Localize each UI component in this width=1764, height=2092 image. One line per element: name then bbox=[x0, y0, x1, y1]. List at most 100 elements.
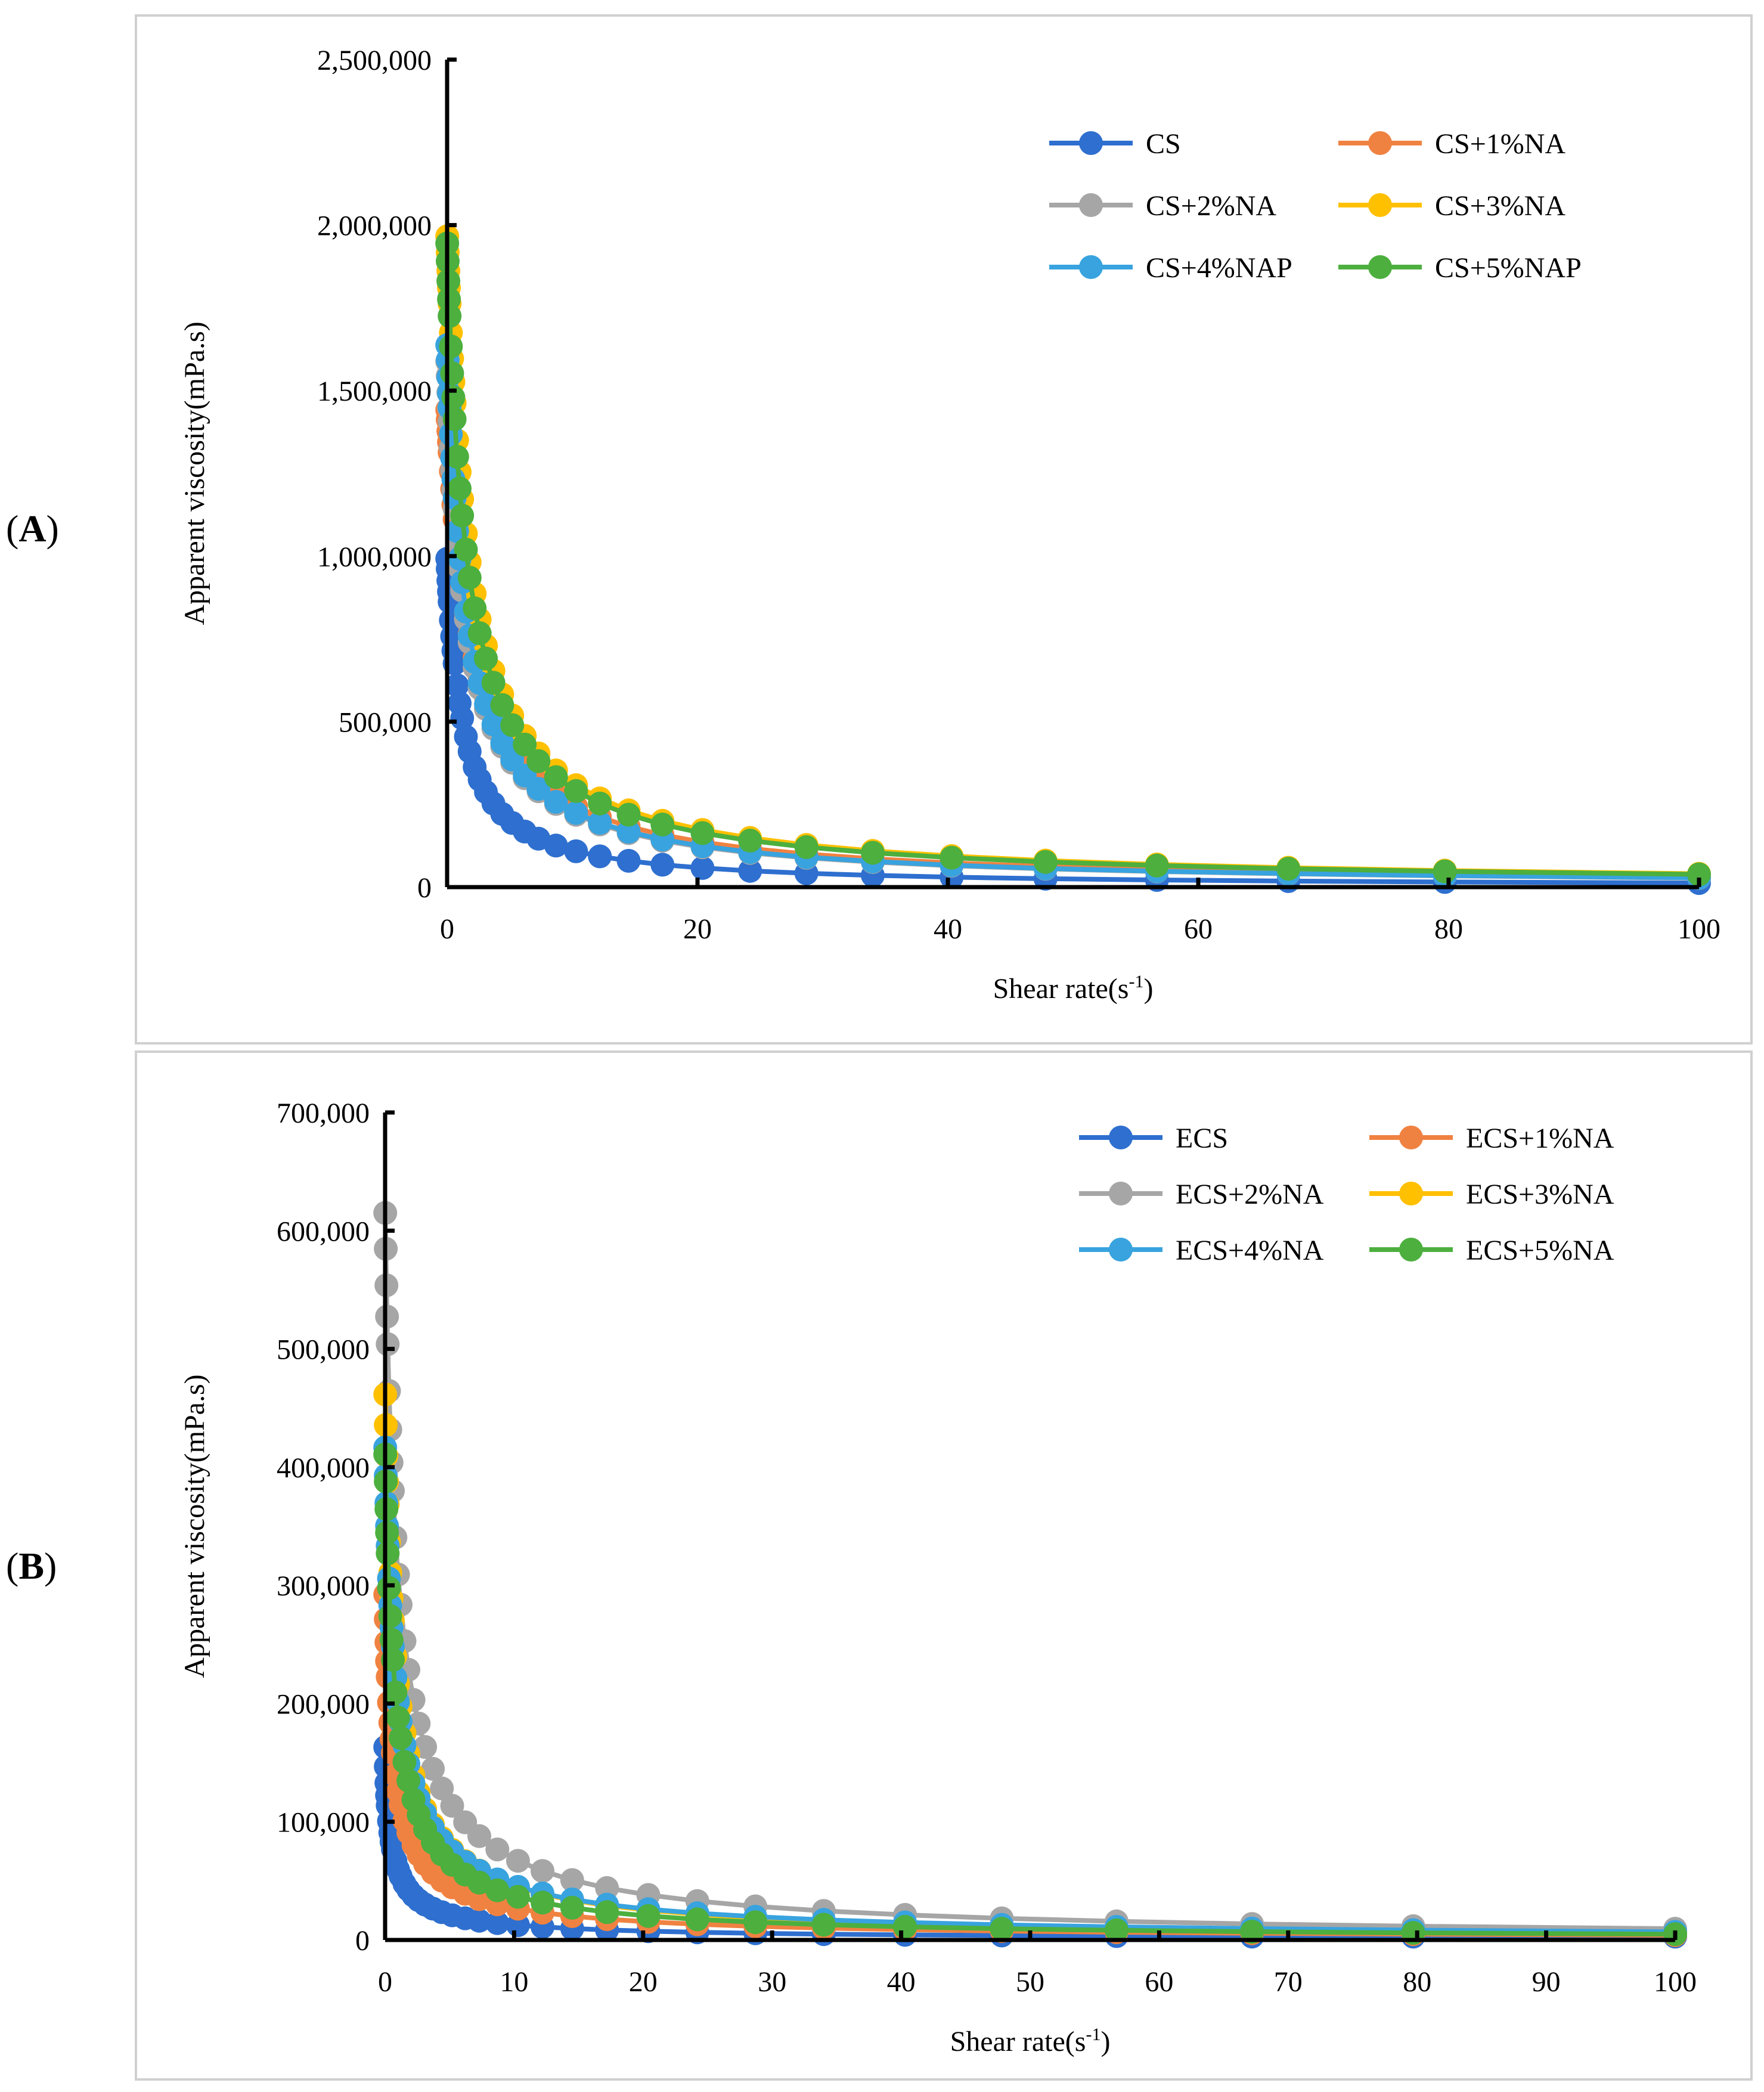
point-ECS+5%NA-32 bbox=[990, 1917, 1014, 1941]
point-CS+4%NAP-21 bbox=[526, 777, 551, 801]
legend-label: CS+1%NA bbox=[1435, 128, 1565, 160]
point-CS+5%NAP-30 bbox=[861, 841, 885, 865]
point-CS+4%NAP-25 bbox=[616, 820, 641, 844]
point-ECS+5%NA-33 bbox=[1105, 1918, 1129, 1942]
point-CS+5%NAP-27 bbox=[690, 821, 715, 845]
panel-label-b: (B) bbox=[6, 1545, 57, 1587]
y-tick-label: 2,000,000 bbox=[317, 210, 432, 242]
x-tick-label: 20 bbox=[683, 913, 712, 945]
point-CS-11 bbox=[450, 706, 475, 730]
point-ECS+5%NA-23 bbox=[506, 1885, 530, 1909]
legend-label: ECS bbox=[1176, 1123, 1228, 1154]
x-tick-label: 0 bbox=[440, 913, 454, 945]
point-ECS+5%NA-25 bbox=[560, 1895, 584, 1920]
legend-item-ECS+1%NA: ECS+1%NA bbox=[1369, 1123, 1614, 1154]
point-CS-27 bbox=[690, 856, 715, 880]
point-CS+5%NAP-4 bbox=[438, 304, 462, 328]
chart-b: 0 100,000 200,000 300,000 400,000 500,000 600,… bbox=[179, 1098, 1697, 2057]
y-tick-label: 0 bbox=[355, 1925, 370, 1957]
point-CS-23 bbox=[564, 839, 588, 863]
y-tick-label: 300,000 bbox=[277, 1570, 370, 1602]
point-ECS+2%NA-24 bbox=[531, 1859, 554, 1883]
point-ECS+5%NA-27 bbox=[636, 1904, 661, 1928]
y-tick-label: 600,000 bbox=[277, 1216, 370, 1247]
legend-item-CS: CS bbox=[1049, 128, 1181, 160]
point-CS+5%NAP-33 bbox=[1145, 853, 1169, 878]
point-CS+5%NAP-24 bbox=[588, 791, 612, 816]
point-ECS+2%NA-19 bbox=[440, 1793, 464, 1818]
point-CS+5%NAP-14 bbox=[463, 596, 487, 621]
y-tick-label: 500,000 bbox=[339, 706, 432, 738]
x-axis-label: Shear rate(s-1) bbox=[993, 972, 1154, 1005]
legend-label: CS+3%NA bbox=[1435, 190, 1565, 222]
x-tick-label: 30 bbox=[758, 1966, 786, 1998]
x-tick-label: 40 bbox=[887, 1966, 916, 1998]
panel-label-a: (A) bbox=[6, 507, 59, 550]
x-tick-label: 40 bbox=[934, 913, 962, 945]
x-tick-label: 0 bbox=[378, 1966, 392, 1998]
point-CS+5%NAP-23 bbox=[564, 779, 588, 803]
point-CS-9 bbox=[445, 673, 469, 698]
x-tick-label: 50 bbox=[1016, 1966, 1044, 1998]
point-CS+5%NAP-26 bbox=[650, 813, 675, 836]
point-CS+5%NAP-31 bbox=[940, 845, 964, 870]
x-tick-label: 80 bbox=[1434, 913, 1463, 945]
series-line-ECS+3%NA bbox=[383, 1394, 1676, 1935]
chart-a: 0 500,000 1,000,000 1,500,000 2,000,000 2,500… bbox=[179, 45, 1720, 1005]
x-tick-label: 90 bbox=[1532, 1966, 1561, 1998]
point-CS+5%NAP-18 bbox=[490, 693, 514, 717]
series-CS+3%NA bbox=[435, 224, 1711, 886]
series-CS+5%NAP bbox=[435, 231, 1711, 887]
point-CS+5%NAP-32 bbox=[1033, 850, 1058, 874]
point-ECS+1%NA-21 bbox=[467, 1887, 491, 1911]
series-line-ECS+2%NA bbox=[383, 1213, 1676, 1932]
point-ECS-22 bbox=[485, 1911, 510, 1935]
point-ECS+5%NA-28 bbox=[685, 1907, 709, 1932]
point-ECS+5%NA-12 bbox=[392, 1750, 417, 1774]
point-ECS+5%NA-10 bbox=[386, 1706, 410, 1730]
y-tick-label: 200,000 bbox=[277, 1688, 370, 1720]
series-line-CS+4%NAP bbox=[445, 345, 1700, 881]
point-ECS+5%NA-6 bbox=[378, 1604, 402, 1628]
point-ECS+5%NA-24 bbox=[531, 1890, 554, 1915]
series-line-CS+3%NA bbox=[445, 236, 1700, 876]
legend-label: ECS+2%NA bbox=[1176, 1179, 1324, 1210]
legend-label: CS+2%NA bbox=[1146, 190, 1276, 222]
point-CS+5%NAP-9 bbox=[445, 445, 469, 469]
legend-item-CS+2%NA: CS+2%NA bbox=[1049, 190, 1276, 222]
point-CS+5%NAP-13 bbox=[457, 566, 482, 590]
x-tick-label: 100 bbox=[1678, 913, 1720, 945]
point-CS+5%NAP-15 bbox=[467, 621, 492, 646]
point-ECS+5%NA-4 bbox=[376, 1541, 400, 1566]
legend-label: ECS+1%NA bbox=[1466, 1123, 1614, 1154]
point-CS+5%NAP-11 bbox=[450, 503, 475, 528]
x-tick-label: 60 bbox=[1145, 1966, 1173, 1998]
point-CS+5%NAP-25 bbox=[616, 802, 641, 827]
legend-label: CS bbox=[1146, 128, 1181, 160]
point-ECS+2%NA-22 bbox=[485, 1837, 510, 1862]
series-line-ECS+4%NA bbox=[383, 1447, 1676, 1935]
chart-panel-b: 0 100,000 200,000 300,000 400,000 500,000 600,… bbox=[135, 1050, 1753, 2081]
point-CS+4%NAP-23 bbox=[564, 801, 588, 825]
point-ECS+2%NA-18 bbox=[430, 1776, 454, 1800]
axes: 0 500,000 1,000,000 1,500,000 2,000,000 2,500… bbox=[317, 45, 1720, 945]
legend-label: ECS+5%NA bbox=[1466, 1235, 1614, 1266]
axes: 0 100,000 200,000 300,000 400,000 500,000 600,… bbox=[277, 1098, 1697, 1998]
legend-item-CS+4%NAP: CS+4%NAP bbox=[1049, 252, 1292, 284]
point-CS+5%NAP-21 bbox=[526, 749, 551, 773]
x-axis-label: Shear rate(s-1) bbox=[950, 2025, 1111, 2057]
x-tick-label: 10 bbox=[500, 1966, 528, 1998]
y-axis-label: Apparent viscosity(mPa.s) bbox=[179, 321, 210, 625]
point-CS-25 bbox=[616, 848, 641, 873]
x-tick-label: 70 bbox=[1274, 1966, 1303, 1998]
point-CS-24 bbox=[588, 844, 612, 869]
point-CS+5%NAP-29 bbox=[794, 835, 819, 859]
point-ECS+2%NA-25 bbox=[560, 1868, 584, 1892]
series-line-CS+5%NAP bbox=[445, 243, 1700, 877]
point-ECS+5%NA-34 bbox=[1240, 1920, 1264, 1944]
point-ECS+2%NA-21 bbox=[467, 1824, 491, 1848]
point-ECS+5%NA-5 bbox=[377, 1576, 401, 1600]
point-CS+5%NAP-5 bbox=[439, 334, 463, 359]
point-CS+5%NAP-36 bbox=[1687, 862, 1711, 887]
point-CS+5%NAP-19 bbox=[500, 713, 525, 737]
